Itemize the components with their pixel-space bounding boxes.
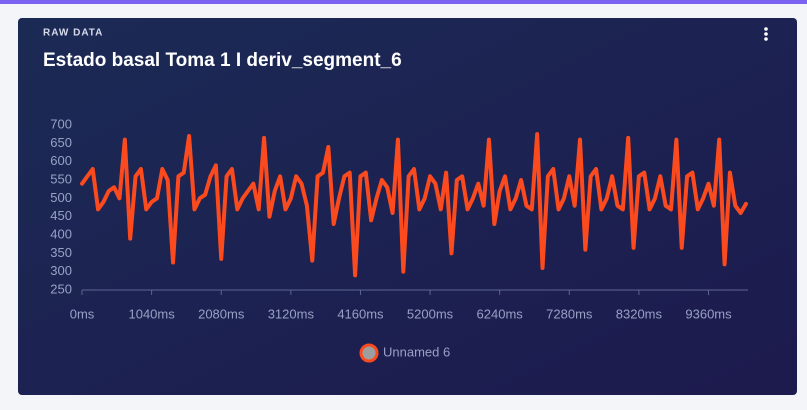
x-tick-label: 2080ms	[198, 306, 245, 321]
chart-title: Estado basal Toma 1 I deriv_segment_6	[43, 50, 402, 71]
data-line	[80, 132, 748, 278]
y-tick-label: 300	[50, 263, 72, 278]
x-tick-label: 4160ms	[337, 306, 384, 321]
y-tick-label: 650	[50, 135, 72, 150]
x-tick-label: 9360ms	[685, 306, 732, 321]
y-tick-label: 450	[50, 208, 72, 223]
x-tick-label: 3120ms	[268, 306, 315, 321]
x-tick-label: 6240ms	[477, 306, 524, 321]
y-tick-label: 350	[50, 245, 72, 260]
x-tick-label: 5200ms	[407, 306, 454, 321]
y-tick-label: 500	[50, 190, 72, 205]
y-tick-label: 700	[50, 116, 72, 131]
legend-label: Unnamed 6	[383, 344, 450, 359]
y-tick-label: 250	[50, 281, 72, 296]
y-tick-label: 550	[50, 171, 72, 186]
y-tick-label: 600	[50, 153, 72, 168]
legend-marker	[359, 343, 379, 363]
menu-button[interactable]	[764, 27, 768, 41]
x-tick-label: 8320ms	[616, 306, 663, 321]
y-tick-label: 400	[50, 226, 72, 241]
x-tick-label: 7280ms	[546, 306, 593, 321]
x-tick-label: 0ms	[70, 306, 95, 321]
x-tick-label: 1040ms	[128, 306, 175, 321]
overline: RAW DATA	[43, 28, 103, 39]
top-bar	[0, 0, 807, 4]
